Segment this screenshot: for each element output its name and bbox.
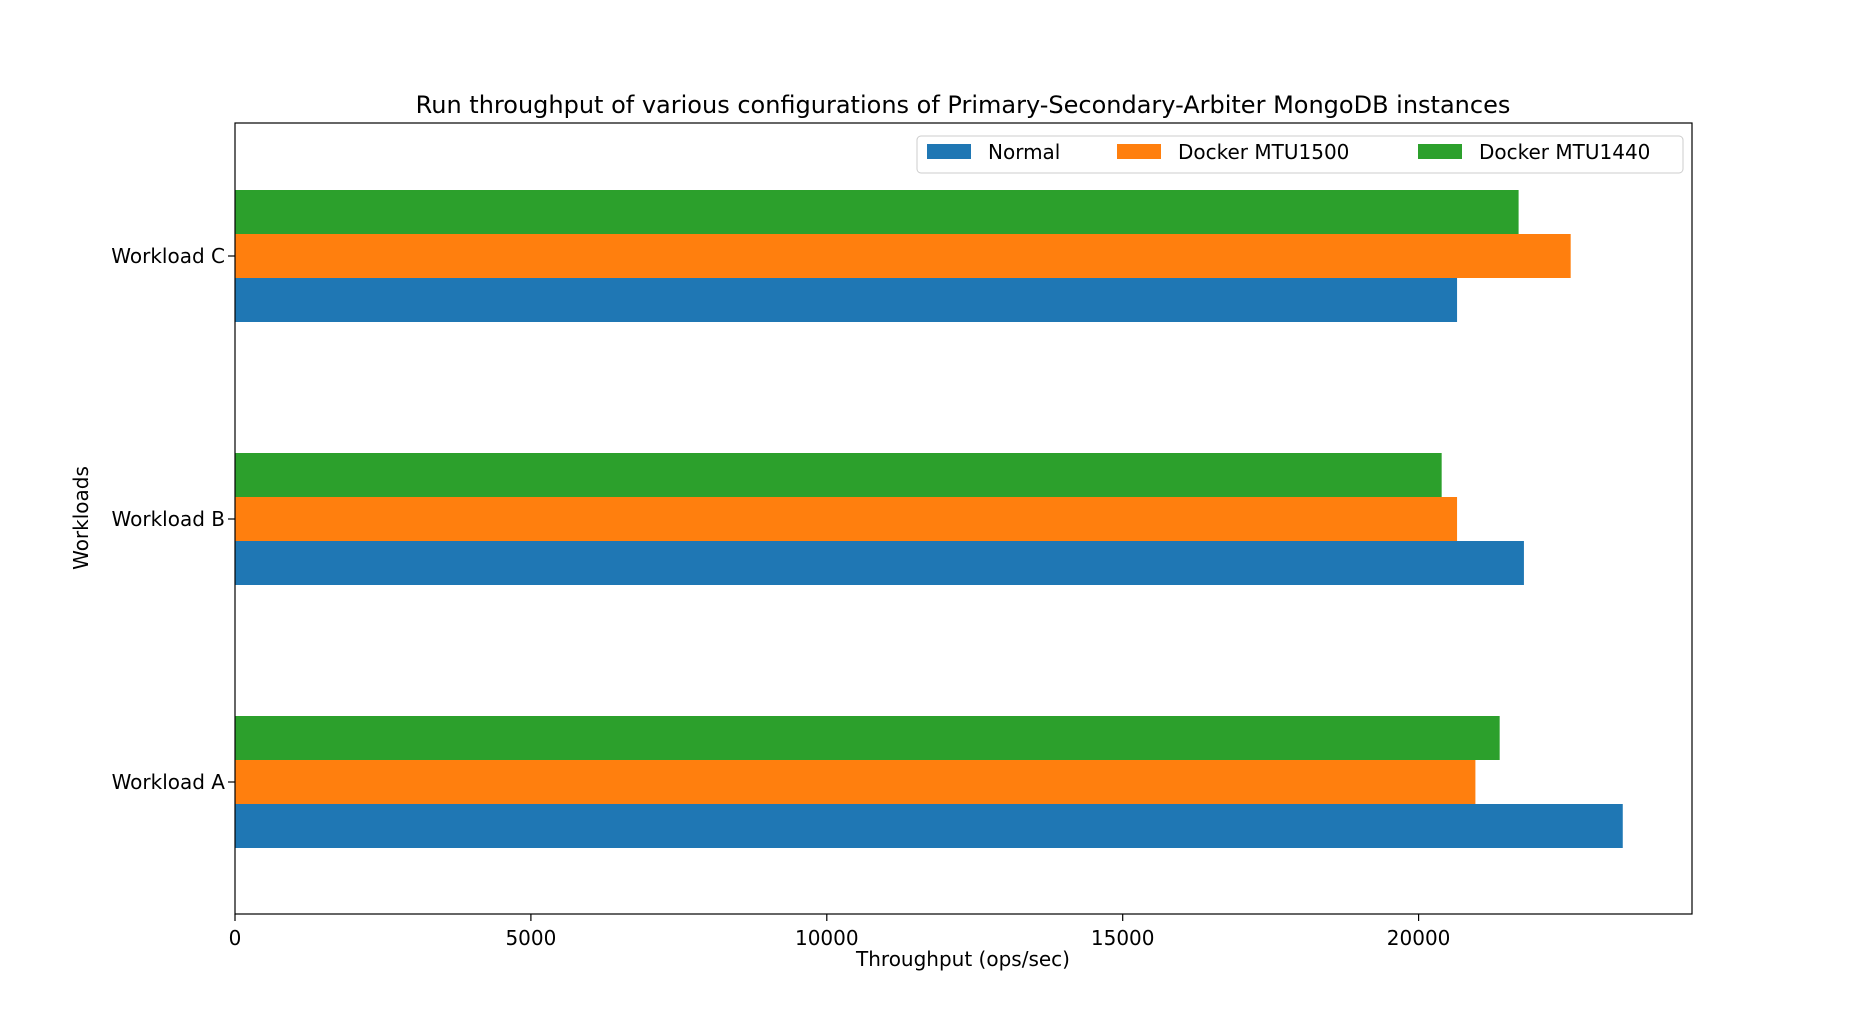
bar-workload-b-docker-mtu1440	[235, 453, 1442, 497]
y-tick-label: Workload C	[111, 244, 225, 268]
bar-workload-a-normal	[235, 804, 1623, 848]
x-tick-label: 5000	[505, 926, 556, 950]
bar-workload-c-normal	[235, 278, 1458, 322]
x-tick-label: 0	[229, 926, 242, 950]
legend-box	[916, 135, 1684, 174]
legend-label: Normal	[988, 140, 1060, 164]
x-tick-label: 20000	[1387, 926, 1451, 950]
bar-workload-b-normal	[235, 541, 1524, 585]
y-tick-label: Workload B	[112, 507, 225, 531]
x-tick-label: 10000	[795, 926, 859, 950]
bar-workload-b-docker-mtu1500	[235, 497, 1458, 541]
legend-swatch	[927, 144, 971, 159]
legend-label: Docker MTU1500	[1178, 140, 1349, 164]
x-axis: 0 5000 10000 15000 20000	[229, 914, 1451, 950]
x-axis-label: Throughput (ops/sec)	[855, 947, 1070, 971]
y-tick-label: Workload A	[112, 770, 226, 794]
bar-workload-c-docker-mtu1500	[235, 234, 1571, 278]
bar-workload-a-docker-mtu1500	[235, 760, 1476, 804]
legend-swatch	[1117, 144, 1161, 159]
legend-label: Docker MTU1440	[1479, 140, 1650, 164]
y-axis: Workload A Workload B Workload C	[111, 244, 235, 794]
bars-layer	[235, 190, 1623, 848]
x-tick-label: 15000	[1091, 926, 1155, 950]
y-axis-label: Workloads	[69, 466, 93, 570]
legend-swatch	[1418, 144, 1462, 159]
chart-title: Run throughput of various configurations…	[416, 91, 1511, 119]
legend: Normal Docker MTU1500 Docker MTU1440	[916, 135, 1684, 174]
bar-workload-c-docker-mtu1440	[235, 190, 1519, 234]
bar-workload-a-docker-mtu1440	[235, 716, 1500, 760]
